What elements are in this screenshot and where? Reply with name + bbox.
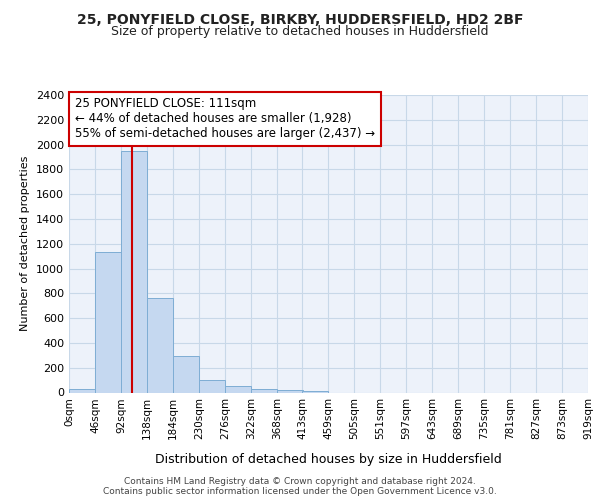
Bar — [147, 298, 173, 392]
Bar — [302, 390, 328, 392]
Bar — [95, 252, 121, 392]
Text: 25, PONYFIELD CLOSE, BIRKBY, HUDDERSFIELD, HD2 2BF: 25, PONYFIELD CLOSE, BIRKBY, HUDDERSFIEL… — [77, 12, 523, 26]
Text: Size of property relative to detached houses in Huddersfield: Size of property relative to detached ho… — [111, 25, 489, 38]
Bar — [199, 380, 225, 392]
Bar — [173, 356, 199, 393]
Bar — [121, 151, 147, 392]
Text: Contains HM Land Registry data © Crown copyright and database right 2024.
Contai: Contains HM Land Registry data © Crown c… — [103, 476, 497, 496]
Bar — [277, 390, 303, 392]
X-axis label: Distribution of detached houses by size in Huddersfield: Distribution of detached houses by size … — [155, 454, 502, 466]
Bar — [251, 390, 277, 392]
Y-axis label: Number of detached properties: Number of detached properties — [20, 156, 31, 332]
Bar — [225, 386, 251, 392]
Bar — [69, 389, 95, 392]
Text: 25 PONYFIELD CLOSE: 111sqm
← 44% of detached houses are smaller (1,928)
55% of s: 25 PONYFIELD CLOSE: 111sqm ← 44% of deta… — [74, 98, 375, 140]
